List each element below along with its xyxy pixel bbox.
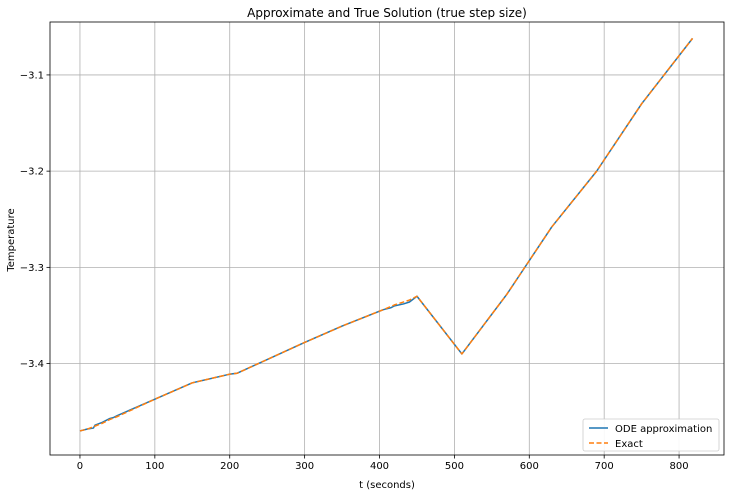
- legend-box: [582, 418, 720, 452]
- y-tick-label: −3.1: [20, 70, 44, 81]
- tick-layer: 0 100 200 300 400 500 600 700 800 −3.4 −3.3 −3.2 −3.…: [20, 70, 689, 472]
- x-tick-label: 700: [595, 461, 614, 472]
- grid-layer: [50, 22, 724, 455]
- x-axis-title: t (seconds): [359, 480, 415, 491]
- x-tick-label: 800: [670, 461, 689, 472]
- x-tick-label: 100: [145, 461, 164, 472]
- x-tick-label: 0: [77, 461, 83, 472]
- series-line-exact: [79, 37, 694, 432]
- y-tick-label: −3.4: [20, 359, 44, 370]
- y-axis-title: Temperature: [6, 208, 17, 272]
- legend: ODE approximation Exact: [582, 418, 720, 452]
- x-tick-label: 600: [520, 461, 539, 472]
- x-tick-label: 200: [220, 461, 239, 472]
- series-layer: [79, 37, 694, 432]
- plot-frame: [49, 21, 725, 456]
- x-tick-label: 300: [295, 461, 314, 472]
- chart-title: Approximate and True Solution (true step…: [247, 6, 527, 20]
- x-tick-label: 500: [445, 461, 464, 472]
- legend-label-exact: Exact: [615, 439, 643, 450]
- x-tick-label: 400: [370, 461, 389, 472]
- y-tick-label: −3.3: [20, 263, 44, 274]
- y-tick-label: −3.2: [20, 167, 44, 178]
- legend-label-ode-approximation: ODE approximation: [615, 424, 712, 435]
